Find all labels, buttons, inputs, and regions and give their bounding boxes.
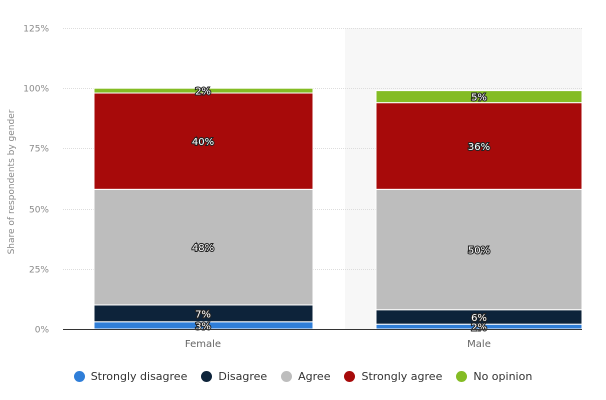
- y-tick-label: 125%: [23, 25, 49, 35]
- x-category-label: Female: [185, 339, 221, 350]
- legend-marker-icon: [456, 371, 468, 382]
- legend-item-disagree[interactable]: Disagree: [201, 370, 267, 383]
- legend: Strongly disagree Disagree Agree Strongly a…: [0, 370, 606, 383]
- data-label: 7%: [195, 309, 211, 320]
- legend-marker-icon: [344, 371, 356, 382]
- y-tick-label: 50%: [29, 206, 49, 216]
- data-label: 2%: [471, 323, 487, 334]
- bar-segment-female-no-opinion[interactable]: [93, 87, 314, 94]
- legend-label: Disagree: [218, 370, 268, 383]
- legend-label: Agree: [298, 370, 331, 383]
- legend-marker-icon: [281, 371, 293, 382]
- bar-segment-male-no-opinion[interactable]: [375, 90, 583, 104]
- legend-label: No opinion: [473, 370, 533, 383]
- legend-item-strongly-disagree[interactable]: Strongly disagree: [73, 370, 188, 383]
- bar-segment-male-agree[interactable]: [375, 188, 583, 311]
- bar-segment-female-strongly-agree[interactable]: [93, 92, 314, 190]
- y-tick-label: 25%: [29, 266, 49, 276]
- data-label: 5%: [471, 93, 487, 104]
- y-tick-label: 75%: [29, 145, 49, 155]
- bar-segment-male-strongly-agree[interactable]: [375, 102, 583, 190]
- legend-label: Strongly agree: [361, 370, 443, 383]
- x-category-label: Male: [467, 339, 491, 350]
- bar-segment-female-agree[interactable]: [93, 188, 314, 306]
- legend-marker-icon: [73, 371, 85, 382]
- legend-label: Strongly disagree: [90, 370, 188, 383]
- y-tick-label: 0%: [35, 326, 50, 336]
- data-label: 2%: [195, 87, 211, 98]
- stacked-bar-chart: 0% 25% 50% 75% 100% 125% Share of respondents…: [7, 25, 583, 350]
- data-label: 40%: [192, 137, 214, 148]
- legend-item-strongly-agree[interactable]: Strongly agree: [344, 370, 442, 383]
- y-tick-label: 100%: [23, 85, 49, 95]
- y-axis-label: Share of respondents by gender: [7, 109, 17, 254]
- legend-item-no-opinion[interactable]: No opinion: [456, 370, 532, 383]
- data-label: 3%: [195, 321, 211, 332]
- data-label: 50%: [468, 246, 490, 257]
- data-label: 6%: [471, 313, 487, 324]
- legend-item-agree[interactable]: Agree: [281, 370, 330, 383]
- data-label: 36%: [468, 142, 490, 153]
- data-label: 48%: [192, 243, 214, 254]
- legend-marker-icon: [201, 371, 213, 382]
